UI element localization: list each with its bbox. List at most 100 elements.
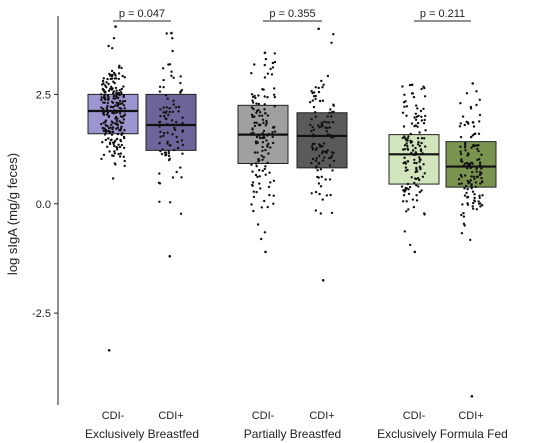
data-point (314, 86, 317, 89)
data-point (168, 107, 171, 110)
data-point (465, 191, 468, 195)
y-tick-label: 0.0 (36, 199, 51, 211)
data-point (320, 79, 323, 83)
data-point (122, 94, 126, 97)
data-point (323, 120, 326, 124)
data-point (107, 82, 110, 86)
data-point (251, 181, 255, 184)
data-point (469, 107, 473, 110)
data-point (113, 152, 117, 155)
data-point (111, 130, 115, 134)
labels-layer: Exclusively Breastfed CDI- CDI+ Partially B… (85, 410, 508, 441)
data-point (104, 84, 107, 87)
data-point (329, 108, 332, 111)
data-point (472, 144, 475, 148)
data-point (466, 121, 470, 124)
data-point (104, 131, 108, 134)
data-point (315, 157, 318, 160)
data-point (460, 175, 463, 178)
data-point (114, 115, 118, 119)
data-point (264, 173, 267, 176)
data-point (416, 125, 419, 128)
data-point (105, 81, 108, 84)
data-point (273, 52, 276, 55)
data-point (314, 97, 317, 101)
data-point (318, 192, 321, 196)
data-point (410, 176, 413, 179)
data-point (122, 118, 126, 121)
data-point (110, 123, 113, 126)
data-point (252, 101, 255, 104)
data-point (321, 99, 325, 102)
data-point (171, 37, 174, 40)
data-point (114, 163, 117, 166)
data-point (466, 202, 469, 205)
data-point (117, 66, 121, 69)
data-point (111, 101, 115, 105)
data-point (322, 83, 325, 87)
data-point (314, 115, 318, 118)
data-point (172, 148, 176, 152)
data-point (112, 142, 115, 146)
data-point (120, 133, 123, 136)
data-point (158, 200, 161, 203)
data-point (422, 85, 425, 88)
data-point (403, 93, 406, 97)
data-point (472, 175, 475, 178)
data-point (266, 161, 269, 164)
data-point (328, 164, 332, 167)
data-point (114, 104, 117, 107)
data-point (181, 152, 184, 155)
data-point (252, 190, 255, 193)
data-point (332, 159, 336, 163)
data-point (167, 149, 170, 153)
data-point (310, 118, 313, 121)
data-point (117, 152, 120, 156)
data-point (322, 142, 326, 145)
data-point (253, 115, 256, 118)
data-point (158, 85, 162, 89)
data-point (404, 137, 407, 140)
data-point (261, 149, 264, 152)
data-point (476, 158, 479, 162)
data-point (415, 184, 418, 187)
data-point (412, 153, 416, 157)
data-point (272, 141, 275, 145)
data-point (472, 201, 475, 205)
data-point (115, 111, 118, 114)
data-point (309, 101, 312, 104)
data-point (171, 49, 174, 53)
data-point (478, 120, 481, 123)
boxes-layer (87, 25, 497, 398)
data-point (459, 173, 463, 177)
data-point (107, 115, 111, 119)
y-axis-title: log sIgA (mg/g feces) (5, 153, 20, 275)
data-point (118, 120, 121, 123)
data-point (403, 105, 406, 109)
data-point (172, 103, 175, 106)
data-point (469, 135, 473, 139)
data-point (115, 119, 119, 123)
data-point (465, 161, 469, 165)
data-point (330, 136, 333, 139)
data-point (464, 145, 467, 148)
data-point (476, 175, 479, 178)
data-point (250, 106, 254, 109)
data-point (463, 194, 467, 197)
data-point (418, 190, 422, 194)
data-point (254, 96, 257, 100)
data-point (250, 163, 253, 166)
data-point (179, 81, 182, 85)
data-point (255, 190, 258, 194)
data-point (104, 124, 107, 127)
data-point (474, 132, 477, 135)
data-point (263, 103, 266, 106)
data-point (158, 120, 162, 124)
data-point (271, 126, 275, 129)
data-point (403, 135, 406, 138)
data-point (318, 154, 321, 158)
data-point (119, 129, 122, 132)
data-point (175, 135, 178, 139)
data-point (263, 63, 266, 67)
data-point (113, 112, 116, 115)
